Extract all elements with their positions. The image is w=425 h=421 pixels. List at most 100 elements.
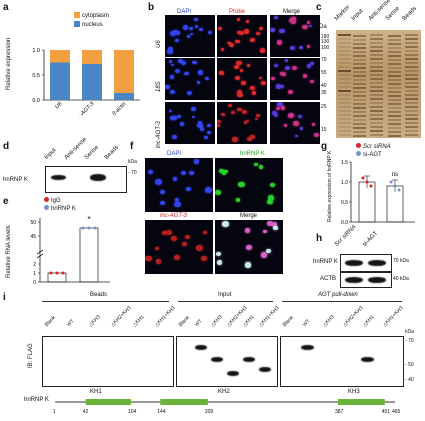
cell-nucleus <box>196 245 203 251</box>
cell-nucleus <box>172 177 178 182</box>
panel-i-group-line-input <box>178 301 273 302</box>
cell-nucleus <box>270 27 276 32</box>
gel-band <box>338 34 351 36</box>
g-point <box>361 176 365 180</box>
domain-pos-387: 387 <box>334 409 344 415</box>
gel-band <box>388 111 401 113</box>
panel-c-silver-gel <box>336 30 421 138</box>
cell-nucleus <box>284 58 288 62</box>
cell-nucleus <box>291 17 296 21</box>
e-axis-break <box>36 253 44 259</box>
cell-nucleus <box>200 256 208 262</box>
gel-band <box>353 91 366 93</box>
band-h3 <box>345 277 363 283</box>
panel-d-lane-2: Sense <box>83 144 101 161</box>
gel-band <box>353 111 366 113</box>
cell-nucleus <box>177 114 182 118</box>
panel-i-blot-beads <box>42 336 174 387</box>
e-point-hnrnpk <box>93 226 97 230</box>
cell-nucleus <box>179 122 185 126</box>
cell-nucleus <box>234 64 240 69</box>
panel-i-lane-g1-5: △KH1+KH3 <box>257 305 281 328</box>
cell-nucleus <box>147 170 153 175</box>
panel-b-image-r1c0 <box>165 58 215 100</box>
cell-nucleus <box>194 25 199 28</box>
panel-a-label: a <box>3 2 9 13</box>
cell-nucleus <box>309 61 314 66</box>
gel-band <box>370 106 383 108</box>
gel-marker-25: 25 <box>321 104 327 110</box>
panel-h-row-hnrnpk: hnRNP K <box>313 259 338 265</box>
gel-band <box>388 131 401 133</box>
panel-i-lane-g2-4: △KH1 <box>361 314 376 328</box>
gel-band <box>388 115 401 117</box>
a-xtick-label: lnc-AGT-3 <box>74 101 96 115</box>
gel-band <box>353 131 366 133</box>
legend-cytoplasm: cytoplasm <box>82 13 110 19</box>
legend-dot-siagt <box>356 151 361 156</box>
cell-nucleus <box>232 137 238 142</box>
a-bar-nucleus-2 <box>114 93 134 100</box>
panel-i-domain-label: hnRNP K <box>24 397 49 403</box>
a-xtick-label: β-actin <box>111 101 128 115</box>
cell-nucleus <box>273 225 278 230</box>
gel-band <box>353 67 366 69</box>
cell-nucleus <box>236 89 242 94</box>
cell-nucleus <box>160 189 166 195</box>
domain-pos-209: 209 <box>204 409 214 415</box>
gel-band <box>405 106 418 108</box>
cell-nucleus <box>168 60 173 64</box>
domain-kh1 <box>85 399 132 405</box>
e-ytick-label: 2 <box>33 262 36 268</box>
panel-f-title-merge: Merge <box>240 213 258 219</box>
gel-band <box>353 123 366 125</box>
cell-nucleus <box>183 25 189 30</box>
gel-band <box>338 78 351 80</box>
e-point-hnrnpk <box>81 226 85 230</box>
cell-nucleus <box>299 127 304 130</box>
cell-nucleus <box>246 119 250 123</box>
e-axis-break <box>36 249 44 255</box>
cell-nucleus <box>155 258 162 264</box>
cell-nucleus <box>313 132 320 137</box>
gel-band <box>405 134 418 136</box>
gel-band <box>353 39 366 41</box>
gel-band <box>388 35 401 37</box>
panel-i-lane-g1-1: WT <box>193 318 204 328</box>
cell-nucleus <box>273 63 279 68</box>
cell-nucleus <box>218 168 225 174</box>
cell-nucleus <box>171 63 174 67</box>
gel-band <box>370 54 383 56</box>
gel-band <box>405 66 418 68</box>
gel-band <box>353 35 366 37</box>
cell-nucleus <box>246 136 253 142</box>
gel-band <box>388 47 401 49</box>
panel-i-lane-g0-3: △KH2+KH3 <box>109 305 133 328</box>
domain-pos-451: 451 <box>381 409 391 415</box>
legend-swatch-cytoplasm <box>74 12 80 19</box>
cell-nucleus <box>181 241 187 246</box>
cell-nucleus <box>180 60 187 66</box>
panel-d-lane-3: Beads <box>103 144 121 161</box>
panel-b-col-dapi: DAPI <box>177 9 192 15</box>
gel-band <box>370 34 383 36</box>
cell-nucleus <box>162 230 168 235</box>
panel-b-image-r0c0 <box>165 15 215 57</box>
g-point <box>369 184 373 188</box>
panel-e-ylabel: Relative RNA levels <box>6 225 12 278</box>
panel-i-marker-50: - 50 <box>405 362 414 368</box>
cell-nucleus <box>196 123 203 128</box>
gel-band <box>370 90 383 92</box>
cell-nucleus <box>181 171 186 176</box>
cell-nucleus <box>199 127 204 131</box>
gel-band <box>338 82 351 84</box>
cell-nucleus <box>216 260 222 265</box>
cell-nucleus <box>220 112 226 117</box>
gel-band <box>353 107 366 109</box>
panel-f-image-1 <box>215 158 283 212</box>
g-point <box>389 180 393 184</box>
panel-d-blot <box>45 166 127 193</box>
cell-nucleus <box>267 194 275 201</box>
gel-band <box>338 86 351 88</box>
gel-band <box>405 34 418 36</box>
